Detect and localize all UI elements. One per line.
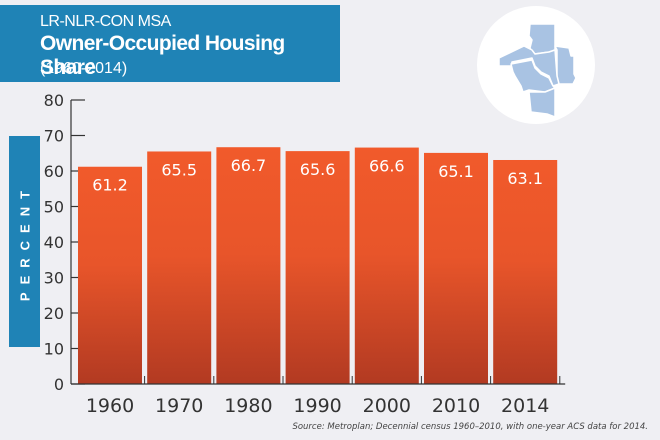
y-tick-label: 40 [44,233,64,252]
bar-2014 [493,159,558,384]
x-tick-label: 1960 [86,395,134,417]
x-tick-label: 1990 [293,395,341,417]
x-tick-label: 2010 [432,395,480,417]
bar-value-label: 65.1 [438,162,474,181]
y-tick-label: 20 [44,304,64,323]
y-tick-label: 60 [44,162,64,181]
y-tick-label: 10 [44,340,64,359]
y-tick-label: 30 [44,269,64,288]
bars: 61.2 65.5 66.7 65.6 66.6 65.1 63.1 [78,147,558,384]
y-tick-label: 50 [44,198,64,217]
title-banner: LR-NLR-CON MSA Owner-Occupied Housing Sh… [0,5,340,82]
source-note: Source: Metroplan; Decennial census 1960… [292,422,648,432]
county-map-icon [477,6,595,124]
x-tick-label: 1970 [155,395,203,417]
bar-1980 [216,147,281,384]
bar-value-label: 65.6 [300,160,336,179]
bar-value-label: 61.2 [92,176,128,195]
bar-value-label: 63.1 [507,169,543,188]
bar-1970 [147,151,212,384]
chart-date-range: (1960-2014) [40,60,128,77]
county-map-shape [498,23,577,118]
bar-2000 [354,147,419,384]
chart-region-label: LR-NLR-CON MSA [40,13,171,30]
x-tick-label: 2000 [363,395,411,417]
y-tick-label: 80 [44,91,64,110]
bar-value-label: 65.5 [161,160,197,179]
bar-1990 [285,151,350,384]
bar-1960 [78,166,142,384]
y-tick-label: 70 [44,127,64,146]
y-axis-label-box: PERCENT [9,136,40,347]
y-tick-label: 0 [54,375,64,394]
x-tick-label: 2014 [501,395,549,417]
bar-value-label: 66.7 [231,156,267,175]
bar-value-label: 66.6 [369,157,405,176]
x-axis: 1960 1970 1980 1990 2000 2010 2014 [71,376,566,417]
chart-title: Owner-Occupied Housing Share [40,32,285,79]
bar-2010 [424,152,488,384]
x-tick-label: 1980 [224,395,272,417]
